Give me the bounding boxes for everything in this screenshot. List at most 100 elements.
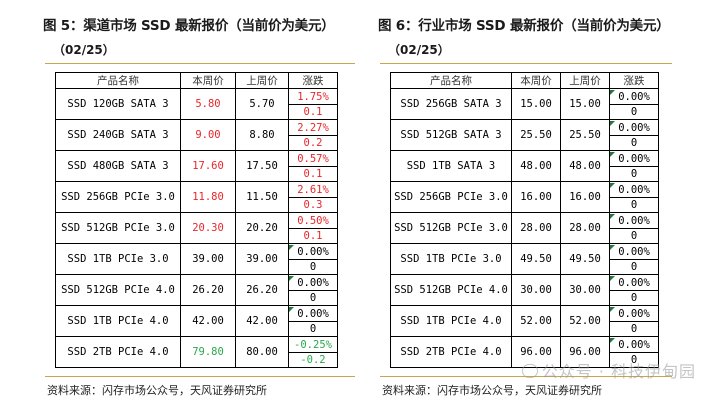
- last-week-price-cell: 15.00: [560, 88, 610, 120]
- right-figure-date: （02/25）: [388, 43, 450, 57]
- product-name-cell: SSD 2TB PCIe 4.0: [390, 336, 512, 368]
- table-row: SSD 512GB SATA 3 25.50 25.50 0.00% 0: [390, 119, 659, 151]
- this-week-price-cell: 20.30: [180, 212, 236, 244]
- last-week-price-cell: 26.20: [235, 274, 289, 306]
- table-row: SSD 512GB PCIe 3.0 28.00 28.00 0.00% 0: [390, 212, 659, 244]
- last-week-price-cell: 30.00: [560, 274, 610, 306]
- last-week-price-cell: 16.00: [560, 181, 610, 213]
- change-percent: 0.00%: [610, 244, 658, 260]
- change-cell: 0.00% 0: [609, 88, 659, 120]
- table-row: SSD 240GB SATA 3 9.00 8.80 2.27% 0.2: [55, 119, 338, 151]
- table-row: SSD 2TB PCIe 4.0 96.00 96.00 0.00% 0: [390, 336, 659, 368]
- table-row: SSD 2TB PCIe 4.0 79.80 80.00 -0.25% -0.2: [55, 336, 338, 368]
- table-row: SSD 1TB SATA 3 48.00 48.00 0.00% 0: [390, 150, 659, 182]
- this-week-price-cell: 28.00: [511, 212, 561, 244]
- change-absolute: 0.1: [303, 105, 323, 118]
- last-week-price-cell: 28.00: [560, 212, 610, 244]
- left-source-note: 资料来源：闪存市场公众号，天风证券研究所: [47, 384, 267, 397]
- change-cell: -0.25% -0.2: [288, 336, 338, 368]
- change-cell: 0.00% 0: [288, 274, 338, 306]
- change-cell: 2.27% 0.2: [288, 119, 338, 151]
- this-week-price-cell: 42.00: [180, 305, 236, 337]
- change-absolute: 0: [309, 291, 317, 304]
- change-absolute: -0.2: [300, 353, 326, 366]
- header-product: 产品名称: [55, 72, 181, 89]
- product-name-cell: SSD 256GB PCIe 3.0: [55, 181, 181, 213]
- change-cell: 2.61% 0.3: [288, 181, 338, 213]
- table-row: SSD 1TB PCIe 4.0 42.00 42.00 0.00% 0: [55, 305, 338, 337]
- last-week-price-cell: 48.00: [560, 150, 610, 182]
- change-absolute: 0.2: [303, 136, 323, 149]
- change-absolute: 0: [630, 105, 638, 118]
- this-week-price-cell: 79.80: [180, 336, 236, 368]
- change-cell: 0.00% 0: [609, 274, 659, 306]
- header-this-week: 本周价: [180, 72, 236, 89]
- change-absolute: 0.3: [303, 198, 323, 211]
- change-cell: 0.00% 0: [609, 150, 659, 182]
- change-percent: 0.00%: [610, 182, 658, 198]
- last-week-price-cell: 52.00: [560, 305, 610, 337]
- last-week-price-cell: 42.00: [235, 305, 289, 337]
- left-top-rule: [45, 63, 355, 64]
- change-percent: 0.00%: [289, 275, 337, 291]
- change-cell: 1.75% 0.1: [288, 88, 338, 120]
- table-row: SSD 256GB SATA 3 15.00 15.00 0.00% 0: [390, 88, 659, 120]
- change-absolute: 0: [630, 229, 638, 242]
- change-absolute: 0: [630, 198, 638, 211]
- this-week-price-cell: 96.00: [511, 336, 561, 368]
- change-percent: 0.57%: [289, 152, 337, 167]
- this-week-price-cell: 30.00: [511, 274, 561, 306]
- product-name-cell: SSD 2TB PCIe 4.0: [55, 336, 181, 368]
- change-absolute: 0: [630, 167, 638, 180]
- change-absolute: 0.1: [303, 229, 323, 242]
- watermark-text: 公众号 · 科技伊甸园: [541, 362, 696, 381]
- header-this-week: 本周价: [511, 72, 561, 89]
- change-percent: 0.00%: [289, 306, 337, 322]
- this-week-price-cell: 49.50: [511, 243, 561, 275]
- last-week-price-cell: 17.50: [235, 150, 289, 182]
- product-name-cell: SSD 1TB PCIe 3.0: [55, 243, 181, 275]
- change-percent: 2.61%: [289, 183, 337, 198]
- change-percent: 0.00%: [610, 275, 658, 291]
- change-percent: -0.25%: [289, 338, 337, 353]
- left-figure-title: 图 5：渠道市场 SSD 最新报价（当前价为美元）: [43, 18, 335, 34]
- table-row: SSD 120GB SATA 3 5.80 5.70 1.75% 0.1: [55, 88, 338, 120]
- last-week-price-cell: 96.00: [560, 336, 610, 368]
- change-cell: 0.00% 0: [288, 243, 338, 275]
- right-price-table: 产品名称 本周价 上周价 涨跌 SSD 256GB SATA 3 15.00 15.…: [390, 72, 659, 368]
- this-week-price-cell: 39.00: [180, 243, 236, 275]
- product-name-cell: SSD 512GB PCIe 3.0: [390, 212, 512, 244]
- last-week-price-cell: 5.70: [235, 88, 289, 120]
- table-row: SSD 512GB PCIe 3.0 20.30 20.20 0.50% 0.1: [55, 212, 338, 244]
- this-week-price-cell: 15.00: [511, 88, 561, 120]
- last-week-price-cell: 25.50: [560, 119, 610, 151]
- table-row: SSD 256GB PCIe 3.0 16.00 16.00 0.00% 0: [390, 181, 659, 213]
- change-percent: 1.75%: [289, 90, 337, 105]
- right-top-rule: [380, 63, 672, 64]
- change-absolute: 0: [630, 136, 638, 149]
- left-price-table: 产品名称 本周价 上周价 涨跌 SSD 120GB SATA 3 5.80 5.70…: [55, 72, 338, 368]
- left-figure-date: （02/25）: [53, 43, 115, 57]
- table-row: SSD 1TB PCIe 4.0 52.00 52.00 0.00% 0: [390, 305, 659, 337]
- product-name-cell: SSD 512GB PCIe 4.0: [55, 274, 181, 306]
- table-row: SSD 480GB SATA 3 17.60 17.50 0.57% 0.1: [55, 150, 338, 182]
- this-week-price-cell: 48.00: [511, 150, 561, 182]
- product-name-cell: SSD 512GB SATA 3: [390, 119, 512, 151]
- change-absolute: 0: [309, 322, 317, 335]
- change-percent: 0.00%: [610, 306, 658, 322]
- table-row: SSD 512GB PCIe 4.0 26.20 26.20 0.00% 0: [55, 274, 338, 306]
- change-absolute: 0: [630, 353, 638, 366]
- watermark: 公众号 · 科技伊甸园: [521, 358, 696, 382]
- this-week-price-cell: 17.60: [180, 150, 236, 182]
- change-cell: 0.00% 0: [609, 212, 659, 244]
- last-week-price-cell: 80.00: [235, 336, 289, 368]
- change-absolute: 0.1: [303, 167, 323, 180]
- last-week-price-cell: 11.50: [235, 181, 289, 213]
- change-cell: 0.00% 0: [288, 305, 338, 337]
- table-header-row: 产品名称 本周价 上周价 涨跌: [390, 72, 659, 89]
- change-absolute: 0: [630, 291, 638, 304]
- change-percent: 0.00%: [610, 151, 658, 167]
- product-name-cell: SSD 256GB SATA 3: [390, 88, 512, 120]
- change-percent: 0.00%: [610, 213, 658, 229]
- change-cell: 0.50% 0.1: [288, 212, 338, 244]
